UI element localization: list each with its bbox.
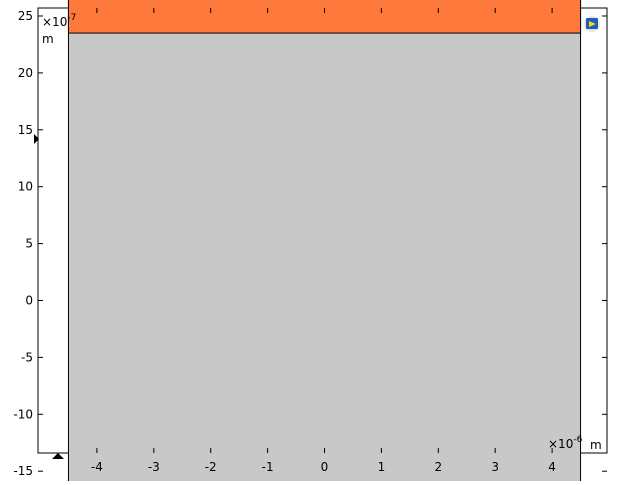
y-tick-label: 10: [18, 180, 33, 194]
y-axis-unit: m: [42, 32, 54, 46]
y-tick-label: 0: [25, 294, 33, 308]
y-tick-label: -5: [21, 350, 33, 364]
x-axis-unit: m: [590, 438, 602, 452]
y-axis-multiplier: ×10-7: [42, 13, 76, 29]
x-tick-label: -4: [91, 460, 103, 474]
x-tick-label: 1: [378, 460, 386, 474]
y-tick-label: 15: [18, 123, 33, 137]
x-tick-label: 0: [321, 460, 329, 474]
orange-layer[interactable]: [67, 0, 582, 34]
y-tick-label: -10: [13, 407, 33, 421]
y-tick-label: -15: [13, 464, 33, 478]
x-tick-label: 4: [548, 460, 556, 474]
comsol-logo-icon[interactable]: [584, 16, 600, 32]
y-tick-label: 5: [25, 237, 33, 251]
x-tick-label: 2: [434, 460, 442, 474]
x-tick-label: -1: [262, 460, 274, 474]
y-tick-label: 25: [18, 9, 33, 23]
y-axis-ticks: 50454035302520151050-5-10-15-20-25: [13, 9, 607, 478]
x-axis-ticks: -4 -3 -2 -1 0 1 2 3 4: [91, 8, 556, 474]
geometry-group[interactable]: [67, 0, 582, 485]
x-axis-multiplier: ×10-6: [548, 435, 583, 451]
x-tick-label: -2: [205, 460, 217, 474]
y-tick-label: 20: [18, 66, 33, 80]
x-axis-pointer-icon[interactable]: [52, 453, 64, 459]
x-tick-label: -3: [148, 460, 160, 474]
x-tick-label: 3: [491, 460, 499, 474]
y-axis-pointer-icon[interactable]: [34, 134, 39, 144]
outer-domain[interactable]: [67, 0, 582, 485]
